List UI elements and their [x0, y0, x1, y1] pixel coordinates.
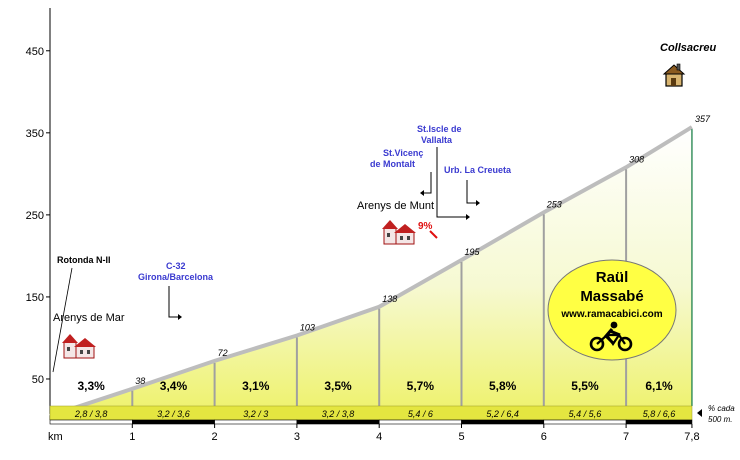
y-tick-label: 50	[32, 374, 44, 386]
altitude-label: 138	[382, 294, 397, 304]
junction-arrow-icon	[436, 147, 466, 218]
author-badge: Raül Massabé www.ramacabici.com	[547, 259, 677, 361]
note-arrow-icon	[697, 409, 702, 417]
half-km-gradient-label: 5,4 / 5,6	[569, 409, 602, 419]
junction-st-iscle-line1: St.Iscle de	[417, 124, 462, 134]
x-unit-label: km	[48, 431, 63, 443]
junction-c32-line1: C-32	[166, 261, 186, 271]
place-label-arenys-de-munt: Arenys de Munt	[357, 200, 434, 212]
junction-arrow-icon	[466, 180, 476, 204]
profile-area	[50, 127, 692, 416]
km-bar-segment	[214, 419, 298, 425]
x-tick-label: 1	[129, 431, 135, 443]
junction-c32-line2: Girona/Barcelona	[138, 272, 214, 282]
author-url: www.ramacabici.com	[560, 309, 662, 320]
x-tick-label: 4	[376, 431, 382, 443]
km-bar-segment	[296, 419, 380, 425]
altitude-label: 38	[135, 376, 145, 386]
summit-label: Collsacreu	[660, 42, 717, 54]
cyclist-icon	[589, 321, 633, 352]
max-gradient-label: 9%	[418, 221, 433, 232]
half-km-note-2: 500 m.	[708, 415, 732, 424]
x-tick-label: 7	[623, 431, 629, 443]
segment-gradient-label: 3,5%	[324, 379, 352, 393]
x-tick-label: 6	[541, 431, 547, 443]
x-tick-label: 2	[212, 431, 218, 443]
segment-gradient-label: 5,5%	[571, 379, 599, 393]
junction-st-iscle-line2: Vallalta	[421, 135, 453, 145]
junction-urb-la-creueta: Urb. La Creueta	[444, 165, 512, 175]
junction-st-vicenc-line1: St.Vicenç	[383, 148, 423, 158]
author-name-line2: Massabé	[580, 288, 643, 305]
x-tick-label: 7,8	[684, 431, 699, 443]
junction-arrow-head-icon	[420, 190, 424, 196]
junction-arrow-icon	[424, 172, 432, 194]
junction-rotonda-n-ii: Rotonda N-II	[57, 255, 111, 265]
km-bar-segment	[625, 419, 693, 425]
km-bar-segment	[378, 419, 462, 425]
junction-arrow-head-icon	[476, 200, 480, 206]
half-km-gradient-label: 5,8 / 6,6	[643, 409, 676, 419]
junction-st-vicenc-line2: de Montalt	[370, 159, 415, 169]
x-ticks: 1 2 3 4 5 6 7 7,8	[129, 424, 700, 443]
half-km-note-1: % cada	[708, 404, 735, 413]
segment-gradient-label: 3,3%	[77, 379, 105, 393]
altitude-label: 308	[629, 154, 644, 164]
segment-gradient-label: 6,1%	[645, 379, 673, 393]
badge-background	[547, 259, 677, 361]
y-ticks: 50 150 250 350 450	[26, 46, 50, 386]
half-km-gradient-label: 3,2 / 3	[243, 409, 268, 419]
place-label-arenys-de-mar: Arenys de Mar	[53, 312, 125, 324]
junction-arrow-icon	[168, 286, 178, 318]
half-km-gradient-label: 3,2 / 3,6	[157, 409, 190, 419]
km-bar-segment	[132, 419, 215, 425]
profile-line	[49, 125, 693, 418]
segment-gradient-label: 5,7%	[407, 379, 435, 393]
altitude-label: 72	[218, 348, 228, 358]
town-icon	[62, 334, 96, 359]
km-bar-segment	[543, 419, 627, 425]
segment-gradients: 3,3% 3,4% 3,1% 3,5% 5,7% 5,8% 5,5% 6,1%	[77, 379, 673, 393]
km-bar-segment	[49, 419, 133, 425]
segment-gradient-label: 3,1%	[242, 379, 270, 393]
km-bar	[49, 419, 693, 425]
town-icon	[382, 220, 416, 245]
altitude-label: 357	[695, 114, 711, 124]
segment-gradient-label: 3,4%	[160, 379, 188, 393]
summit-house-icon	[662, 63, 686, 87]
half-km-gradient-label: 2,8 / 3,8	[74, 409, 108, 419]
junction-arrow-head-icon	[178, 314, 182, 320]
y-tick-label: 450	[26, 46, 44, 58]
x-tick-label: 3	[294, 431, 300, 443]
half-km-gradient-label: 5,2 / 6,4	[486, 409, 519, 419]
segment-gradient-label: 5,8%	[489, 379, 517, 393]
y-tick-label: 250	[26, 210, 44, 222]
author-name-line1: Raül	[596, 269, 629, 286]
max-gradient-mark	[429, 230, 438, 239]
half-km-gradient-label: 3,2 / 3,8	[322, 409, 355, 419]
altitude-label: 103	[300, 322, 315, 332]
junction-pointer	[52, 267, 73, 373]
altitude-label: 253	[546, 199, 562, 209]
junction-arrow-head-icon	[466, 214, 470, 220]
km-bar-segment	[461, 419, 545, 425]
half-km-gradient-label: 5,4 / 6	[408, 409, 433, 419]
x-tick-label: 5	[458, 431, 464, 443]
half-km-gradients: 2,8 / 3,8 3,2 / 3,6 3,2 / 3 3,2 / 3,8 5,4 / …	[74, 409, 675, 419]
y-tick-label: 150	[26, 292, 44, 304]
altitude-label: 195	[465, 247, 481, 257]
y-tick-label: 350	[26, 128, 44, 140]
